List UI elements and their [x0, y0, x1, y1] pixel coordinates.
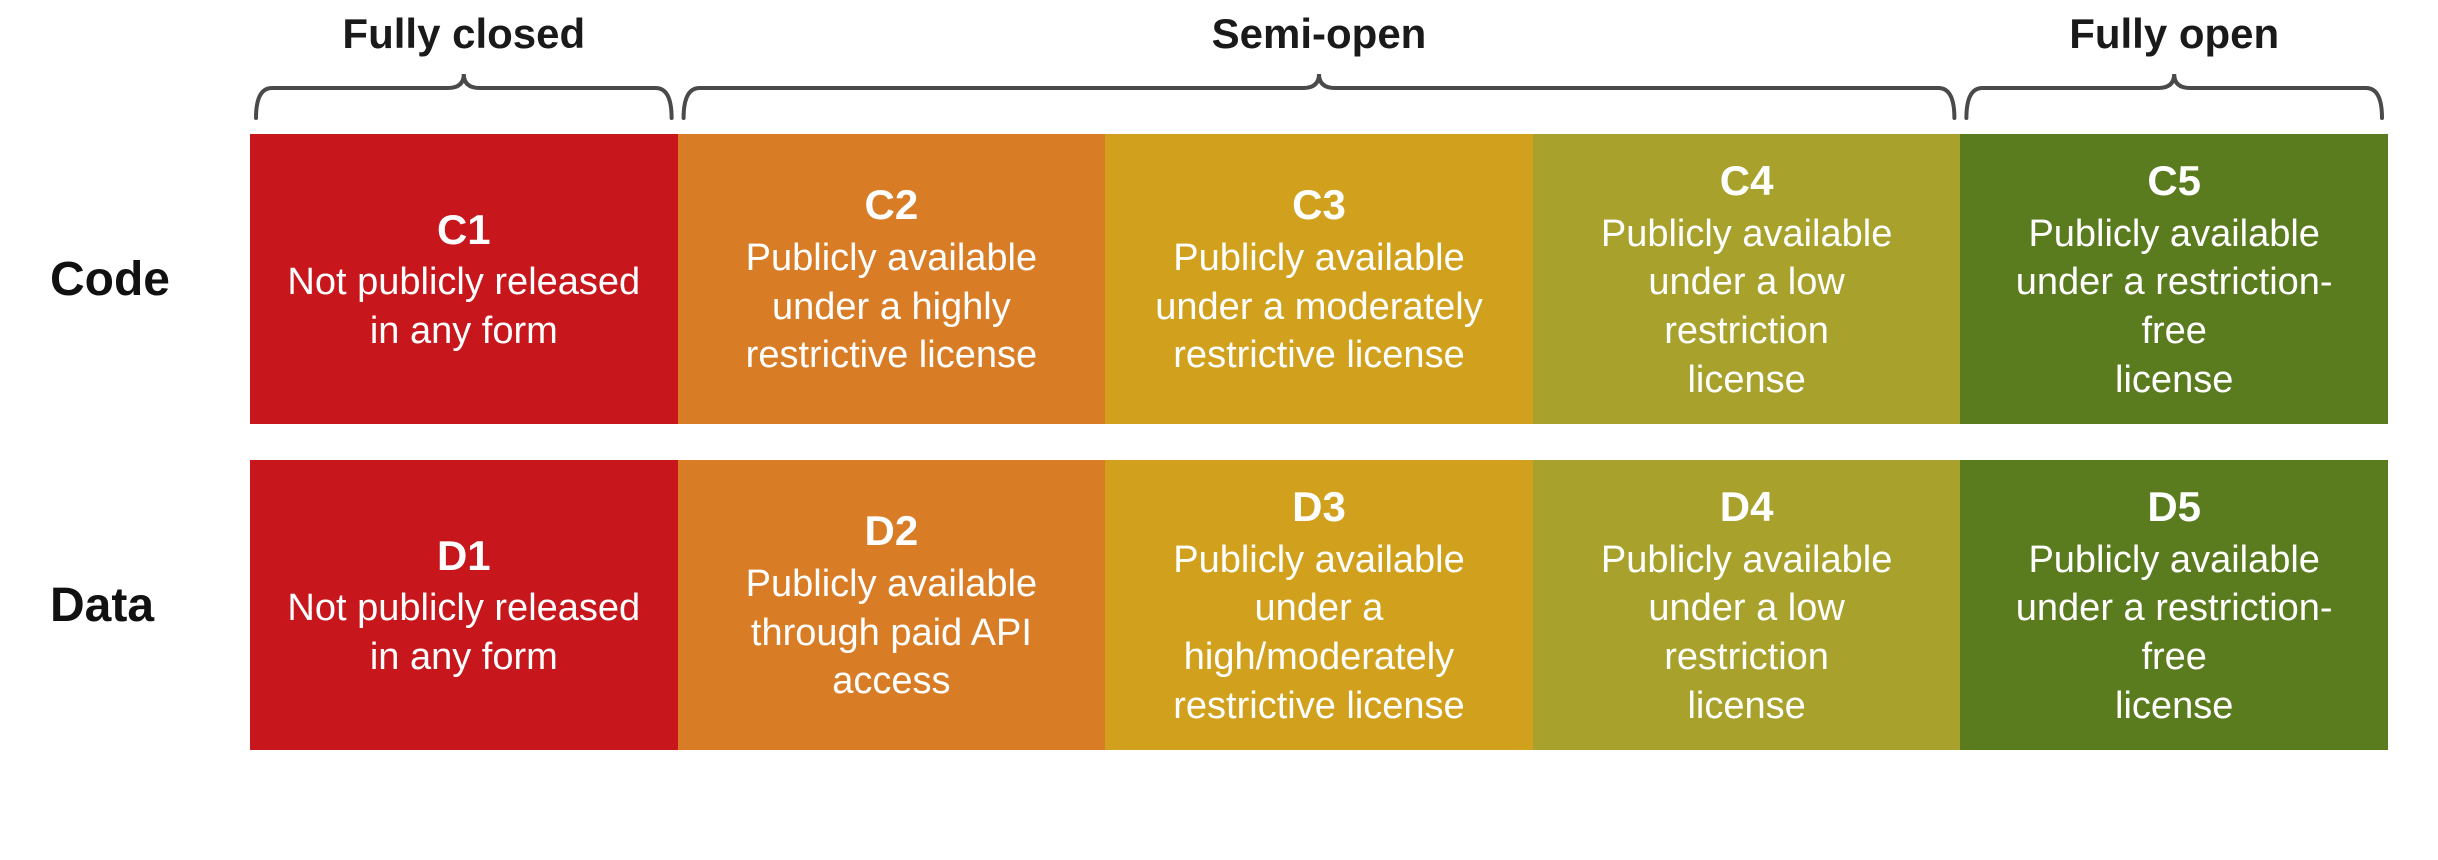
- cell-desc: Publicly available under a restriction-f…: [1988, 210, 2360, 405]
- row-data: DataD1Not publicly released in any formD…: [50, 460, 2388, 750]
- top-label-open: Fully open: [1960, 10, 2388, 58]
- top-label-closed: Fully closed: [250, 10, 678, 58]
- brace-closed: [256, 74, 672, 118]
- cell-desc: Publicly available under a highly restri…: [746, 234, 1038, 380]
- cell-desc: Publicly available under a moderately re…: [1155, 234, 1482, 380]
- diagram-wrap: Fully closed Semi-open Fully open CodeC1…: [50, 10, 2388, 786]
- cell-c3: C3Publicly available under a moderately …: [1105, 134, 1533, 424]
- brace-container: [250, 64, 2388, 124]
- brace-svg: [250, 64, 2388, 124]
- row-label-data: Data: [50, 460, 250, 750]
- cell-id: D2: [865, 504, 919, 558]
- brace-open: [1966, 74, 2382, 118]
- cell-c1: C1Not publicly released in any form: [250, 134, 678, 424]
- cell-id: D3: [1292, 480, 1346, 534]
- cell-desc: Publicly available under a high/moderate…: [1173, 536, 1465, 731]
- cell-id: C2: [865, 178, 919, 232]
- cell-d2: D2Publicly available through paid API ac…: [678, 460, 1106, 750]
- cell-id: D4: [1720, 480, 1774, 534]
- cell-d5: D5Publicly available under a restriction…: [1960, 460, 2388, 750]
- cell-id: C4: [1720, 154, 1774, 208]
- cell-c4: C4Publicly available under a low restric…: [1533, 134, 1961, 424]
- cell-d4: D4Publicly available under a low restric…: [1533, 460, 1961, 750]
- cell-desc: Not publicly released in any form: [287, 584, 640, 681]
- row-label-code: Code: [50, 134, 250, 424]
- cell-id: C1: [437, 203, 491, 257]
- cell-id: C5: [2147, 154, 2201, 208]
- cell-desc: Publicly available through paid API acce…: [746, 560, 1038, 706]
- cell-d1: D1Not publicly released in any form: [250, 460, 678, 750]
- brace-semi: [684, 74, 1955, 118]
- cell-c2: C2Publicly available under a highly rest…: [678, 134, 1106, 424]
- cell-desc: Not publicly released in any form: [287, 258, 640, 355]
- cell-c5: C5Publicly available under a restriction…: [1960, 134, 2388, 424]
- rows-container: CodeC1Not publicly released in any formC…: [50, 134, 2388, 750]
- row-code: CodeC1Not publicly released in any formC…: [50, 134, 2388, 424]
- cell-id: D5: [2147, 480, 2201, 534]
- top-label-row: Fully closed Semi-open Fully open: [50, 10, 2388, 58]
- cell-desc: Publicly available under a low restricti…: [1561, 210, 1933, 405]
- cell-id: D1: [437, 529, 491, 583]
- cell-desc: Publicly available under a restriction-f…: [1988, 536, 2360, 731]
- top-label-semi: Semi-open: [1105, 10, 1533, 58]
- cell-desc: Publicly available under a low restricti…: [1561, 536, 1933, 731]
- cell-d3: D3Publicly available under a high/modera…: [1105, 460, 1533, 750]
- cell-id: C3: [1292, 178, 1346, 232]
